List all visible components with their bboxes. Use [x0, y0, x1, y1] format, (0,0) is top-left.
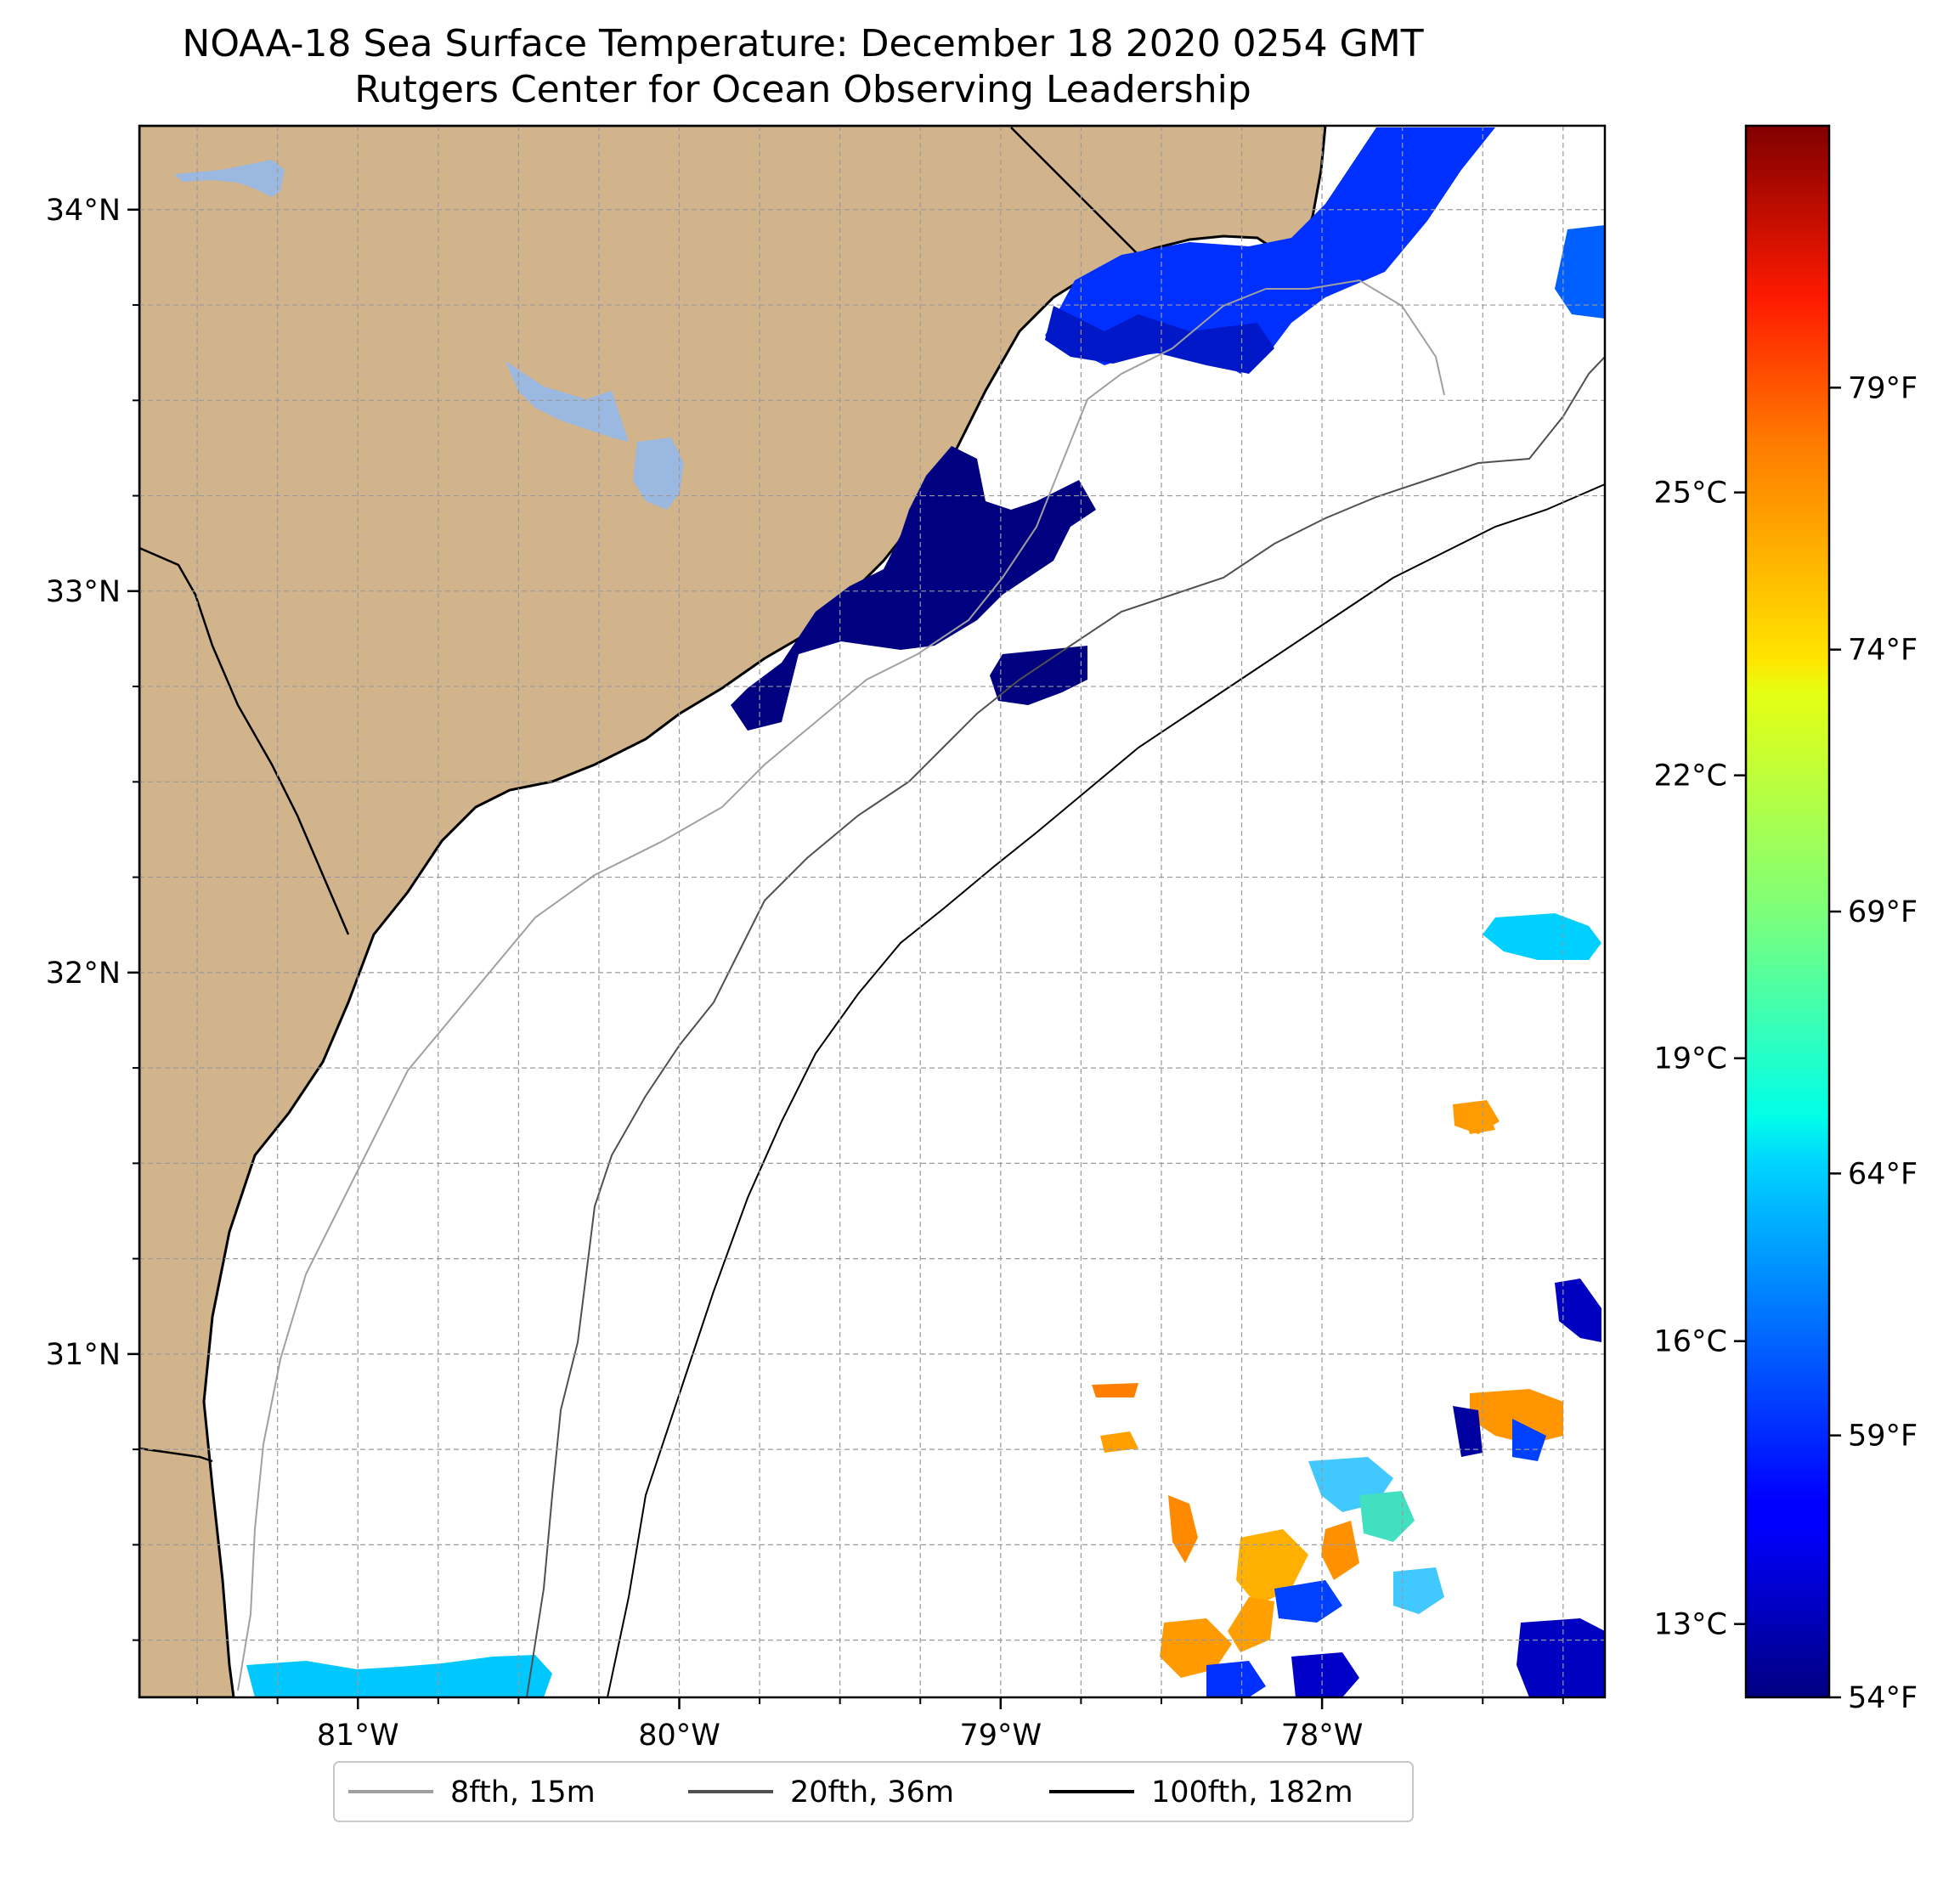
celsius-tick-label: 19°C: [1654, 1042, 1727, 1076]
sst-patch: [1168, 1495, 1198, 1563]
sst-patch: [1045, 306, 1274, 374]
sst-patch: [1470, 1389, 1563, 1444]
latitude-axis: 31°N 32°N 33°N 34°N: [46, 194, 139, 1372]
lon-tick-label: 80°W: [638, 1719, 720, 1753]
map-panel: 81°W 80°W 79°W 78°W 31°N 32°N 33°N 34°N: [46, 124, 1607, 1753]
sst-patch: [1045, 127, 1495, 374]
isobath-8fth-line: [237, 279, 1445, 1691]
sst-patch: [1206, 1661, 1266, 1697]
sst-patch: [1555, 225, 1605, 319]
celsius-tick-label: 22°C: [1654, 759, 1727, 793]
state-border: [139, 1447, 213, 1463]
sst-data-layer: [246, 127, 1605, 1697]
fahrenheit-tick-label: 79°F: [1848, 371, 1918, 405]
lon-tick-label: 79°W: [959, 1719, 1042, 1753]
isobath-20fth-line: [526, 356, 1605, 1697]
lon-tick-label: 81°W: [317, 1719, 399, 1753]
sst-patch: [1228, 1597, 1274, 1652]
fahrenheit-tick-label: 74°F: [1848, 634, 1918, 668]
lat-tick-label: 31°N: [46, 1338, 121, 1372]
state-border: [1010, 127, 1139, 256]
gridlines: [133, 126, 1605, 1704]
lake: [506, 361, 629, 442]
sst-patch: [1160, 1618, 1232, 1678]
sst-patch: [990, 646, 1087, 705]
lat-tick-label: 34°N: [46, 194, 121, 228]
isobath-100fth-line: [607, 483, 1605, 1697]
sst-patch: [1555, 1279, 1601, 1342]
fahrenheit-tick-label: 69°F: [1848, 895, 1918, 929]
sst-patch: [1453, 1406, 1483, 1457]
celsius-tick-label: 16°C: [1654, 1325, 1727, 1359]
land-area: [139, 126, 1327, 1697]
fahrenheit-tick-label: 54°F: [1848, 1681, 1918, 1715]
celsius-tick-label: 25°C: [1654, 477, 1727, 511]
isobath-legend: 8fth, 15m 20fth, 36m 100fth, 182m: [333, 1761, 1414, 1822]
sst-patch: [1461, 1104, 1495, 1134]
legend-box: [333, 1761, 1414, 1822]
lat-tick-label: 32°N: [46, 957, 121, 991]
colorbar: 13°C 16°C 19°C 22°C 25°C 54°F 59°F 64°F 69°F 74°…: [1654, 124, 1918, 1715]
celsius-tick-label: 13°C: [1654, 1608, 1727, 1642]
colorbar-gradient: [1744, 124, 1831, 1699]
sst-patch: [1100, 1431, 1138, 1453]
lat-tick-label: 33°N: [46, 575, 121, 609]
colorbar-celsius-axis: 13°C 16°C 19°C 22°C 25°C: [1654, 477, 1746, 1642]
sst-patch: [1291, 1652, 1359, 1697]
colorbar-fahrenheit-axis: 54°F 59°F 64°F 69°F 74°F 79°F: [1829, 371, 1918, 1715]
state-border: [139, 546, 350, 935]
legend-label: 100fth, 182m: [1151, 1776, 1353, 1809]
lake: [174, 160, 285, 197]
sst-patch: [1512, 1419, 1546, 1461]
longitude-axis: 81°W 80°W 79°W 78°W: [317, 1697, 1364, 1753]
fahrenheit-tick-label: 59°F: [1848, 1420, 1918, 1454]
sst-patch: [1517, 1618, 1605, 1697]
lon-tick-label: 78°W: [1281, 1719, 1364, 1753]
sst-patch: [1092, 1383, 1138, 1397]
sst-patch: [731, 446, 1096, 731]
map-frame: [138, 124, 1607, 1699]
legend-label: 20fth, 36m: [790, 1776, 954, 1809]
sst-patch: [1483, 913, 1601, 960]
fahrenheit-tick-label: 64°F: [1848, 1157, 1918, 1191]
sst-patch: [1393, 1567, 1444, 1614]
lake: [633, 438, 684, 510]
legend-label: 8fth, 15m: [450, 1776, 596, 1809]
sst-patch: [1359, 1491, 1415, 1542]
map-subtitle: Rutgers Center for Ocean Observing Leade…: [354, 68, 1251, 111]
sst-patch: [246, 1655, 552, 1697]
sst-patch: [1321, 1521, 1359, 1580]
sst-patch: [1274, 1580, 1342, 1623]
map-title: NOAA-18 Sea Surface Temperature: Decembe…: [182, 22, 1424, 65]
